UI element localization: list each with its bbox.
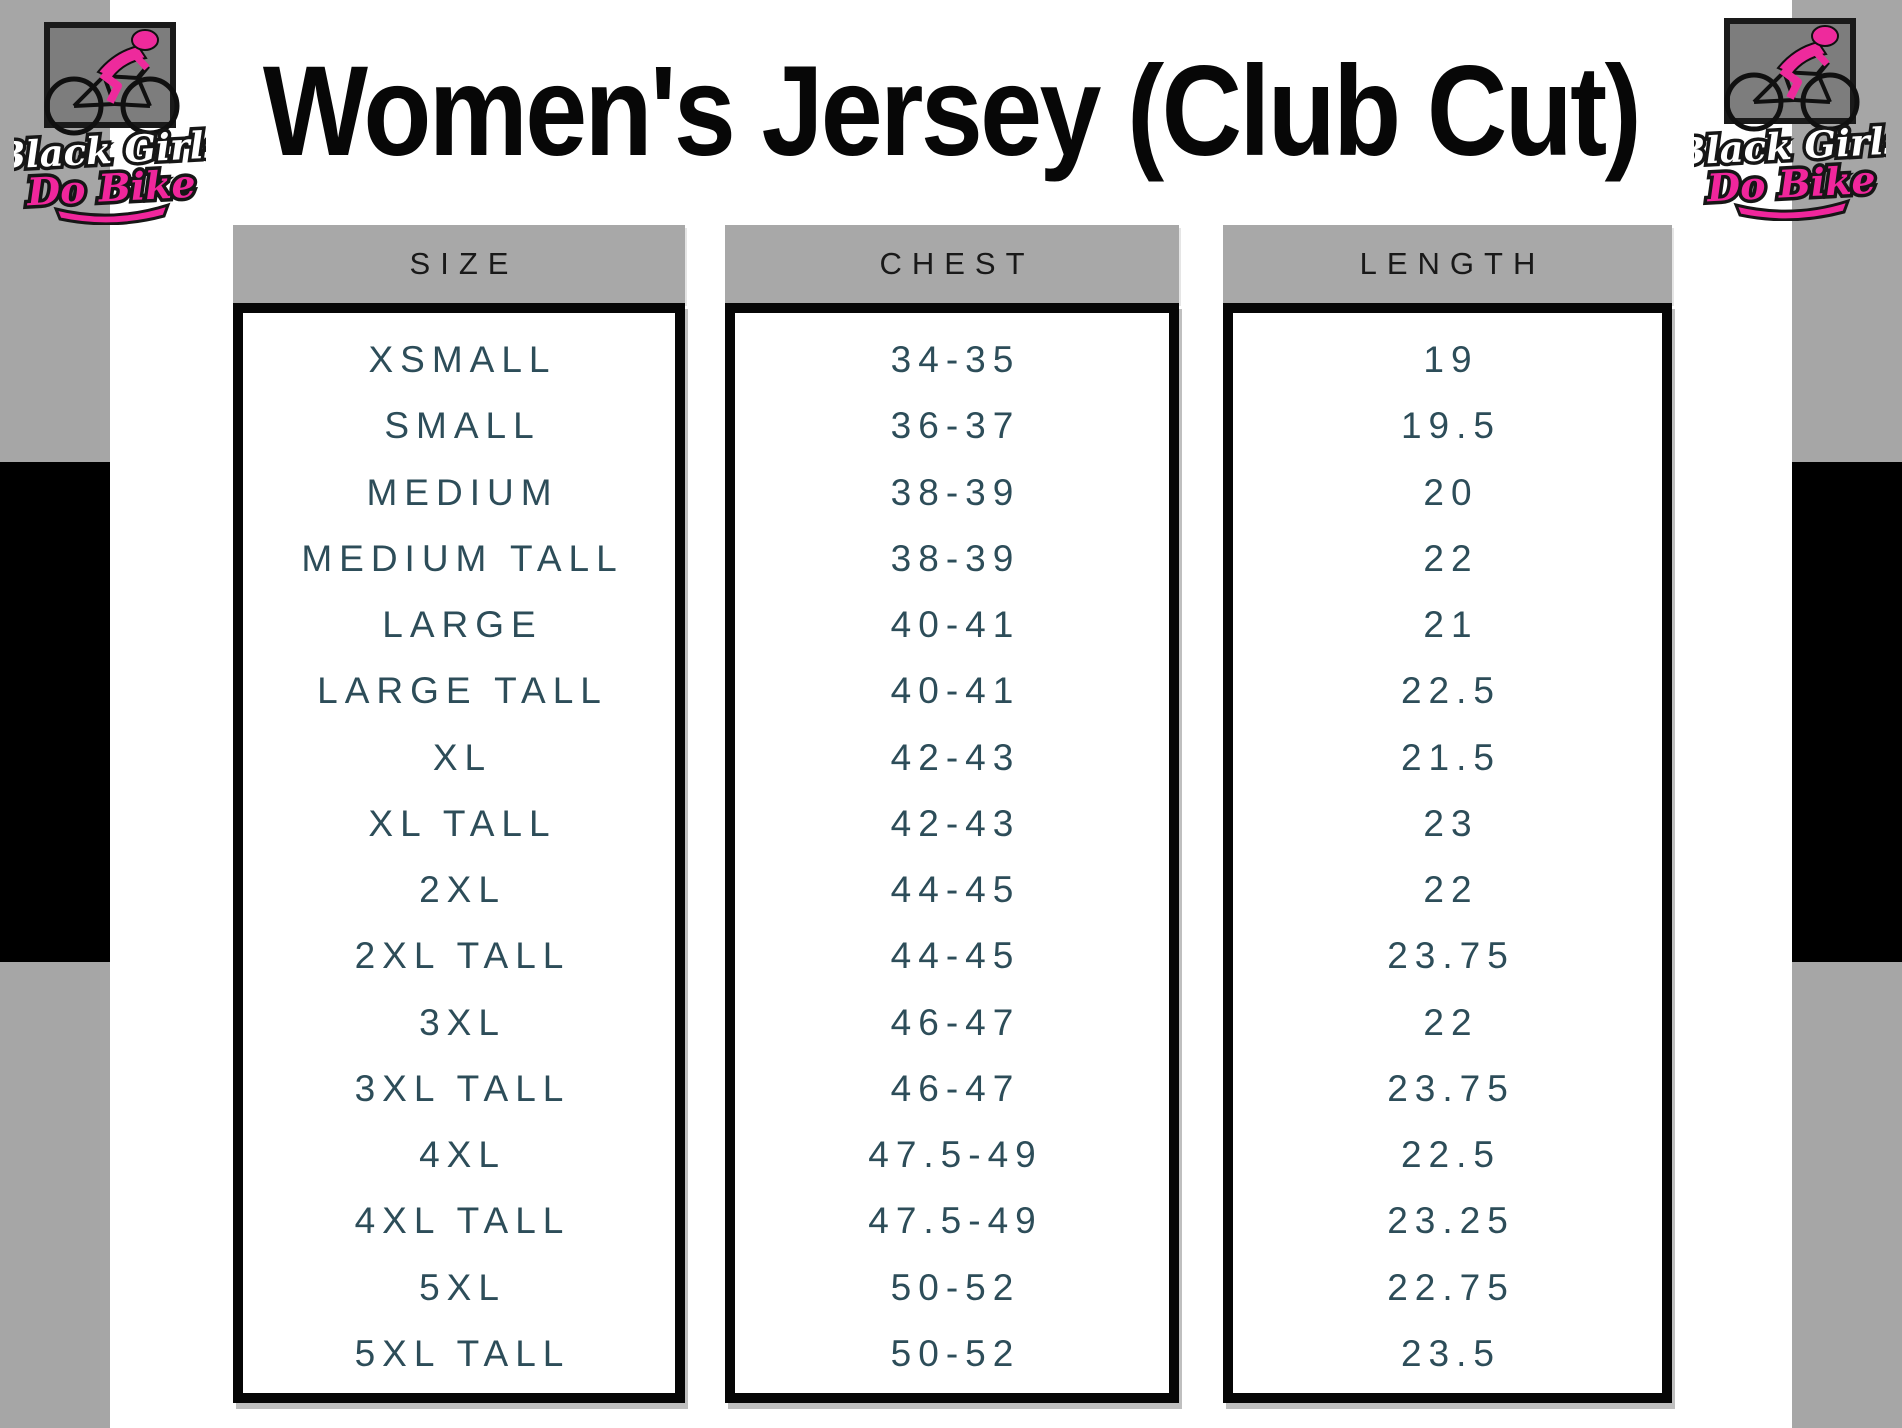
chest-column: CHEST 34-35 36-37 38-39 38-39 40-41 40-4… [725, 225, 1179, 1403]
chest-cell: 44-45 [890, 869, 1021, 911]
length-cell: 22 [1423, 869, 1479, 911]
length-column-box: 19 19.5 20 22 21 22.5 21.5 23 22 23.75 2… [1223, 303, 1672, 1403]
length-column: LENGTH 19 19.5 20 22 21 22.5 21.5 23 22 … [1223, 225, 1672, 1403]
chest-cell: 50-52 [890, 1332, 1021, 1374]
left-black-band [0, 462, 110, 962]
size-cell: 4XL [419, 1134, 506, 1176]
size-cell: 2XL [419, 869, 506, 911]
length-column-header: LENGTH [1223, 225, 1672, 303]
size-cell: 2XL TALL [354, 935, 571, 977]
chest-cell: 47.5-49 [868, 1200, 1043, 1242]
chest-cell: 46-47 [890, 1001, 1021, 1043]
length-cell: 22 [1423, 1001, 1479, 1043]
bgdb-logo-left: Black Girls Do Bike [14, 20, 206, 225]
size-cell: XSMALL [368, 339, 557, 381]
chest-cell: 42-43 [890, 802, 1021, 844]
length-cell: 21.5 [1400, 736, 1501, 778]
length-cell: 23.75 [1387, 935, 1515, 977]
size-column-box: XSMALL SMALL MEDIUM MEDIUM TALL LARGE LA… [233, 303, 685, 1403]
bgdb-logo-right: Black Girls Do Bike [1694, 16, 1886, 221]
chest-column-header: CHEST [725, 225, 1179, 303]
length-cell: 23.5 [1400, 1332, 1501, 1374]
size-cell: 5XL [419, 1266, 506, 1308]
chest-cell: 38-39 [890, 537, 1021, 579]
size-cell: LARGE TALL [317, 670, 608, 712]
length-cell: 22 [1423, 537, 1479, 579]
length-cell: 22.5 [1400, 670, 1501, 712]
logo-underline-swoosh [53, 202, 171, 225]
size-cell: LARGE [382, 604, 543, 646]
bgdb-logo-graphic: Black Girls Do Bike [1694, 18, 1886, 221]
bgdb-logo-graphic: Black Girls Do Bike [14, 22, 206, 225]
left-gray-band [0, 0, 110, 1428]
chest-cell: 36-37 [890, 405, 1021, 447]
page-title: Women's Jersey (Club Cut) [262, 40, 1642, 183]
logo-line2: Do Bike [25, 161, 197, 215]
chest-column-box: 34-35 36-37 38-39 38-39 40-41 40-41 42-4… [725, 303, 1179, 1403]
chest-cell: 34-35 [890, 339, 1021, 381]
logo-underline-swoosh [1733, 198, 1851, 221]
size-cell: XL TALL [368, 802, 557, 844]
size-cell: SMALL [384, 405, 541, 447]
length-cell: 19.5 [1400, 405, 1501, 447]
size-cell: 3XL [419, 1001, 506, 1043]
chest-header-label: CHEST [879, 246, 1035, 281]
length-cell: 23.75 [1387, 1067, 1515, 1109]
size-cell: MEDIUM [366, 471, 559, 513]
length-cell: 21 [1423, 604, 1479, 646]
length-header-label: LENGTH [1359, 246, 1546, 281]
chest-cell: 50-52 [890, 1266, 1021, 1308]
length-cell: 22.75 [1387, 1266, 1515, 1308]
chest-cell: 42-43 [890, 736, 1021, 778]
size-cell: XL [432, 736, 493, 778]
length-cell: 23 [1423, 802, 1479, 844]
length-cell: 23.25 [1387, 1200, 1515, 1242]
chest-cell: 44-45 [890, 935, 1021, 977]
length-cell: 19 [1423, 339, 1479, 381]
chest-cell: 40-41 [890, 604, 1021, 646]
length-cell: 20 [1423, 471, 1479, 513]
chest-cell: 46-47 [890, 1067, 1021, 1109]
length-cell: 22.5 [1400, 1134, 1501, 1176]
cyclist-icon [1724, 25, 1860, 132]
chest-cell: 47.5-49 [868, 1134, 1043, 1176]
size-cell: 4XL TALL [354, 1200, 571, 1242]
size-column: SIZE XSMALL SMALL MEDIUM MEDIUM TALL LAR… [233, 225, 685, 1403]
right-gray-band [1792, 0, 1902, 1428]
size-cell: 5XL TALL [354, 1332, 571, 1374]
cyclist-icon [44, 29, 180, 136]
chest-cell: 38-39 [890, 471, 1021, 513]
size-cell: MEDIUM TALL [301, 537, 624, 579]
right-black-band [1792, 462, 1902, 962]
size-column-header: SIZE [233, 225, 685, 303]
chest-cell: 40-41 [890, 670, 1021, 712]
size-header-label: SIZE [409, 246, 519, 281]
size-cell: 3XL TALL [354, 1067, 571, 1109]
